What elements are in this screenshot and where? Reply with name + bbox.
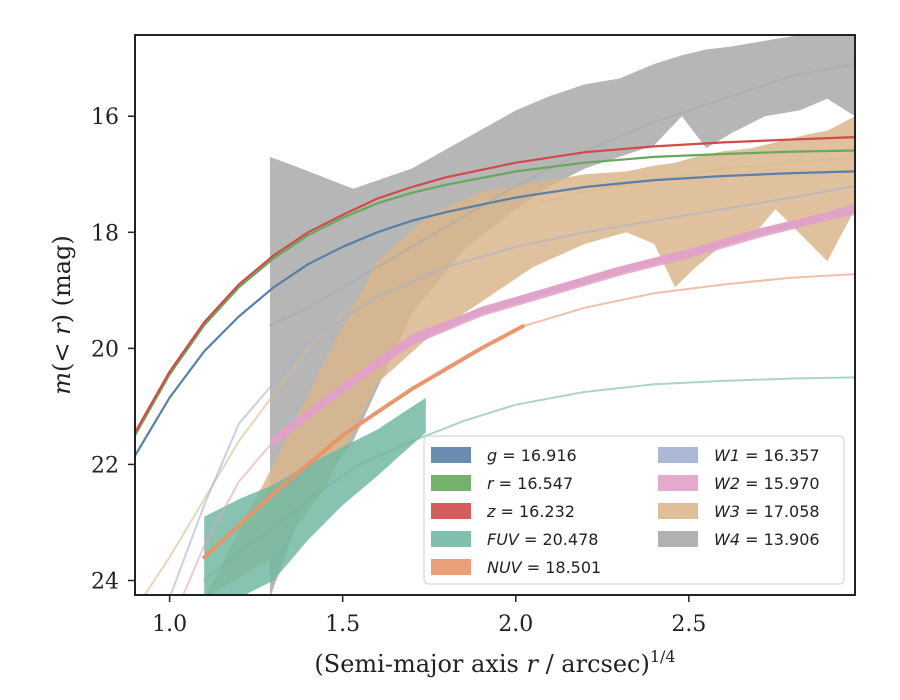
legend-swatch-w2	[658, 475, 698, 491]
legend-entry-z: z = 16.232	[486, 502, 575, 521]
legend-value: = 20.478	[519, 530, 599, 549]
legend-value: = 16.232	[495, 502, 575, 521]
legend-swatch-w4	[658, 531, 698, 547]
solids-layer	[135, 136, 855, 560]
legend-value: = 15.970	[740, 474, 820, 493]
y-axis-label-var: r	[48, 322, 76, 335]
legend-value: = 16.916	[497, 446, 577, 465]
legend-value: = 18.501	[522, 558, 602, 577]
x-axis-label-sup: 1/4	[650, 647, 676, 666]
x-axis-label-main: (Semi-major axis	[314, 650, 526, 678]
fit-line-z	[135, 136, 855, 434]
x-tick-label: 2.0	[498, 612, 533, 637]
y-ticks: 16 18 20 22 24	[91, 105, 135, 594]
legend-box	[423, 435, 845, 585]
measured-line-w2	[270, 205, 855, 445]
legend-entry-g: g = 16.916	[487, 446, 577, 465]
x-axis-label: (Semi-major axis r / arcsec)1/4	[314, 647, 675, 678]
x-axis-label-tail: / arcsec)	[538, 650, 650, 678]
legend-var: W3	[714, 502, 740, 521]
legend-swatch-fuv	[431, 531, 471, 547]
legend-swatch-nuv	[431, 559, 471, 575]
legend-entry-fuv: FUV = 20.478	[487, 530, 598, 549]
fit-line-g	[135, 170, 855, 457]
legend-value: = 13.906	[740, 530, 820, 549]
legend-entry-w3: W3 = 17.058	[714, 502, 820, 521]
y-tick-label: 24	[91, 569, 119, 594]
legend-value: = 16.547	[494, 474, 574, 493]
legend-var: NUV	[487, 558, 523, 577]
band-fuv	[204, 397, 426, 595]
x-axis-label-var: r	[526, 650, 539, 678]
y-axis-label-pre: m	[48, 372, 76, 395]
legend-swatch-r	[431, 475, 471, 491]
x-tick-label: 1.0	[152, 612, 187, 637]
plot-frame	[134, 34, 856, 596]
fit-line-fuv	[203, 376, 855, 582]
legend-value: = 17.058	[740, 502, 820, 521]
legend: g = 16.916 W1 = 16.357 r = 16.547 W2 = 15.9…	[423, 435, 845, 585]
fit-line-w1	[169, 184, 855, 595]
y-tick-label: 18	[91, 221, 119, 246]
fit-line-w4	[269, 63, 855, 327]
legend-var: W2	[714, 474, 740, 493]
x-tick-label: 2.5	[671, 612, 706, 637]
legend-entry-w2: W2 = 15.970	[714, 474, 820, 493]
y-axis-label-mid: (<	[48, 335, 76, 372]
legend-var: r	[487, 474, 495, 493]
legend-var: W1	[714, 446, 740, 465]
y-axis-label: m(< r) (mag)	[48, 235, 76, 395]
y-tick-label: 20	[91, 337, 119, 362]
legend-var: g	[487, 446, 497, 465]
legend-var: W4	[714, 530, 740, 549]
legend-entry-r: r = 16.547	[487, 474, 573, 493]
fit-line-w3	[143, 155, 855, 595]
legend-value: = 16.357	[740, 446, 820, 465]
legend-entry-w1: W1 = 16.357	[714, 446, 820, 465]
y-tick-label: 22	[91, 453, 119, 478]
band-w2	[273, 203, 855, 447]
band-w3	[205, 116, 855, 595]
y-axis-label-post: ) (mag)	[48, 235, 76, 323]
x-ticks: 1.0 1.5 2.0 2.5	[152, 595, 706, 637]
band-w4	[270, 35, 855, 595]
legend-var: FUV	[487, 530, 520, 549]
legend-swatch-w3	[658, 503, 698, 519]
legend-swatch-w1	[658, 447, 698, 463]
x-tick-label: 1.5	[325, 612, 360, 637]
bands-layer	[204, 35, 855, 595]
fit-line-r	[135, 149, 855, 437]
legend-var: z	[486, 502, 496, 521]
legend-entry-nuv: NUV = 18.501	[487, 558, 601, 577]
legend-swatch-z	[431, 503, 471, 519]
legend-entry-w4: W4 = 13.906	[714, 530, 820, 549]
y-tick-label: 16	[91, 105, 119, 130]
legend-swatch-g	[431, 447, 471, 463]
measured-line-nuv	[202, 324, 525, 560]
